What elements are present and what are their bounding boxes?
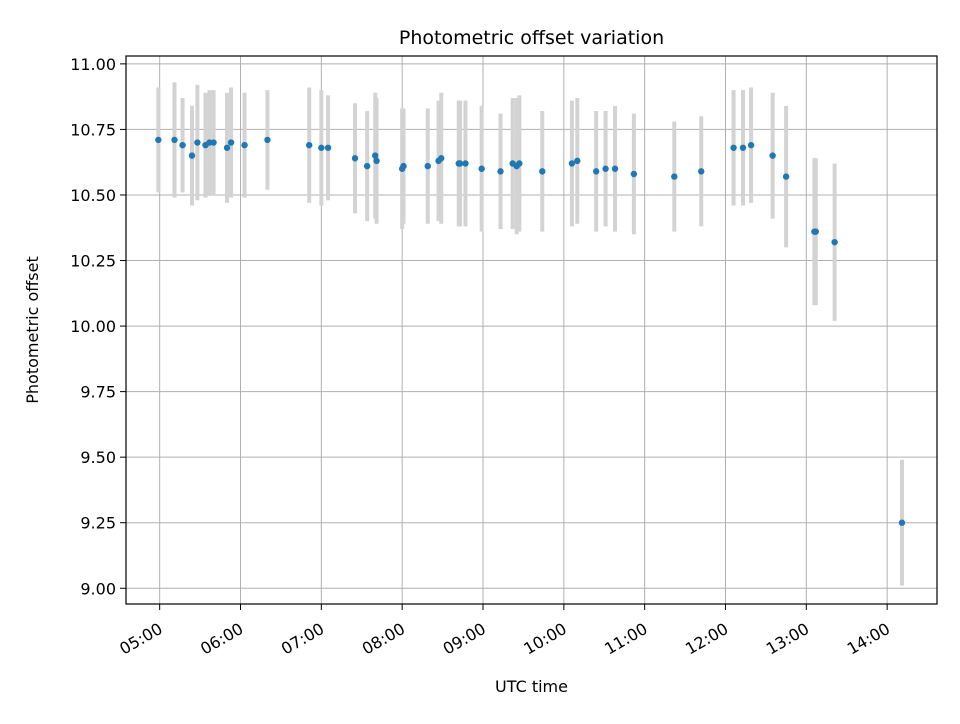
x-axis-label: UTC time <box>495 677 568 696</box>
y-tick-label: 10.50 <box>70 186 116 205</box>
data-point <box>400 162 407 170</box>
y-tick-label: 11.00 <box>70 55 116 74</box>
data-point <box>671 173 678 180</box>
data-point <box>574 157 581 165</box>
data-point <box>730 144 737 151</box>
data-point <box>568 160 576 167</box>
data-point <box>324 144 332 151</box>
data-point <box>171 136 178 144</box>
y-tick-label: 9.75 <box>80 383 116 402</box>
data-point <box>372 152 379 159</box>
data-point <box>306 141 313 149</box>
data-point <box>373 157 380 165</box>
data-point <box>424 162 431 170</box>
data-point <box>438 155 445 162</box>
y-axis-label: Photometric offset <box>23 256 42 404</box>
data-point <box>782 173 790 180</box>
data-point <box>592 168 600 175</box>
y-tick-layer: 9.00 9.25 9.50 9.75 10.00 10.25 10.50 10.75 11.0… <box>70 55 126 598</box>
data-point <box>462 160 469 167</box>
data-point <box>456 160 464 167</box>
data-point <box>188 152 196 159</box>
data-point <box>602 165 609 172</box>
data-point <box>698 168 705 175</box>
y-tick-label: 10.75 <box>70 120 116 139</box>
data-point <box>739 144 747 151</box>
y-tick-label: 9.25 <box>80 514 116 533</box>
data-point <box>898 519 906 526</box>
data-point <box>611 165 619 172</box>
data-point <box>227 139 235 146</box>
data-point <box>831 238 838 246</box>
point-layer <box>155 136 906 526</box>
data-point <box>497 168 504 175</box>
data-point <box>747 141 755 149</box>
y-tick-label: 9.50 <box>80 448 116 467</box>
data-point <box>179 141 186 149</box>
data-point <box>210 139 217 146</box>
chart-title: Photometric offset variation <box>399 27 664 49</box>
y-tick-label: 10.25 <box>70 252 116 271</box>
data-point <box>155 136 162 144</box>
data-point <box>539 168 546 175</box>
data-point <box>812 228 819 235</box>
data-point <box>351 155 359 162</box>
data-point <box>223 144 231 151</box>
data-point <box>769 152 776 159</box>
data-point <box>264 136 271 144</box>
plot-frame <box>125 55 938 605</box>
data-point <box>241 141 248 149</box>
data-point <box>363 162 371 170</box>
y-tick-label: 10.00 <box>70 317 116 336</box>
data-point <box>630 170 638 178</box>
y-tick-label: 9.00 <box>80 579 116 598</box>
data-point <box>516 160 523 167</box>
data-point <box>318 144 325 151</box>
data-point <box>194 139 201 146</box>
data-point <box>478 165 485 172</box>
